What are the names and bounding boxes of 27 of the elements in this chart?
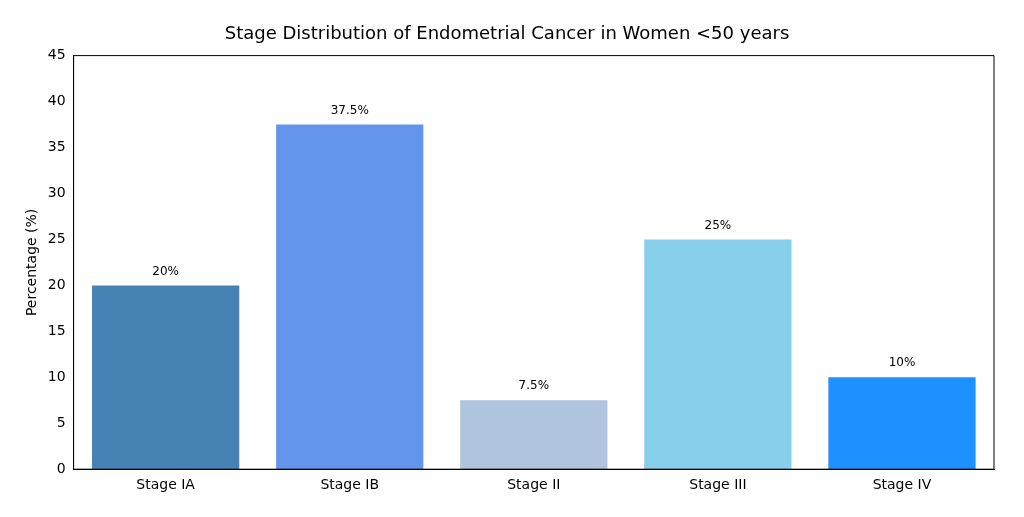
y-tick-label: 40 <box>47 92 66 109</box>
y-tick-label: 0 <box>56 459 66 476</box>
bar <box>276 124 424 470</box>
x-tick-label: Stage II <box>507 476 561 493</box>
bar <box>460 400 608 470</box>
x-tick-label: Stage IB <box>320 476 380 493</box>
chart-title: Stage Distribution of Endometrial Cancer in Women <50 years <box>224 22 790 44</box>
y-tick-label: 30 <box>47 184 66 201</box>
x-tick-label: Stage III <box>689 476 747 493</box>
y-tick-label: 15 <box>47 321 66 338</box>
y-tick-label: 35 <box>47 138 66 155</box>
y-tick-label: 20 <box>47 276 66 293</box>
data-label: 25% <box>704 217 732 232</box>
y-tick-label: 25 <box>47 230 66 247</box>
bar <box>92 285 240 470</box>
bar <box>828 377 976 470</box>
y-tick-label: 10 <box>47 367 66 384</box>
y-tick-label: 5 <box>56 413 66 430</box>
data-label: 7.5% <box>518 378 550 393</box>
x-tick-label: Stage IV <box>872 476 932 493</box>
data-label: 37.5% <box>330 102 369 117</box>
data-label: 20% <box>152 263 179 278</box>
data-label: 10% <box>888 355 916 370</box>
y-tick-label: 45 <box>47 46 66 63</box>
y-axis-title: Percentage (%) <box>23 208 40 317</box>
x-tick-label: Stage IA <box>136 476 196 493</box>
bar <box>644 239 792 470</box>
